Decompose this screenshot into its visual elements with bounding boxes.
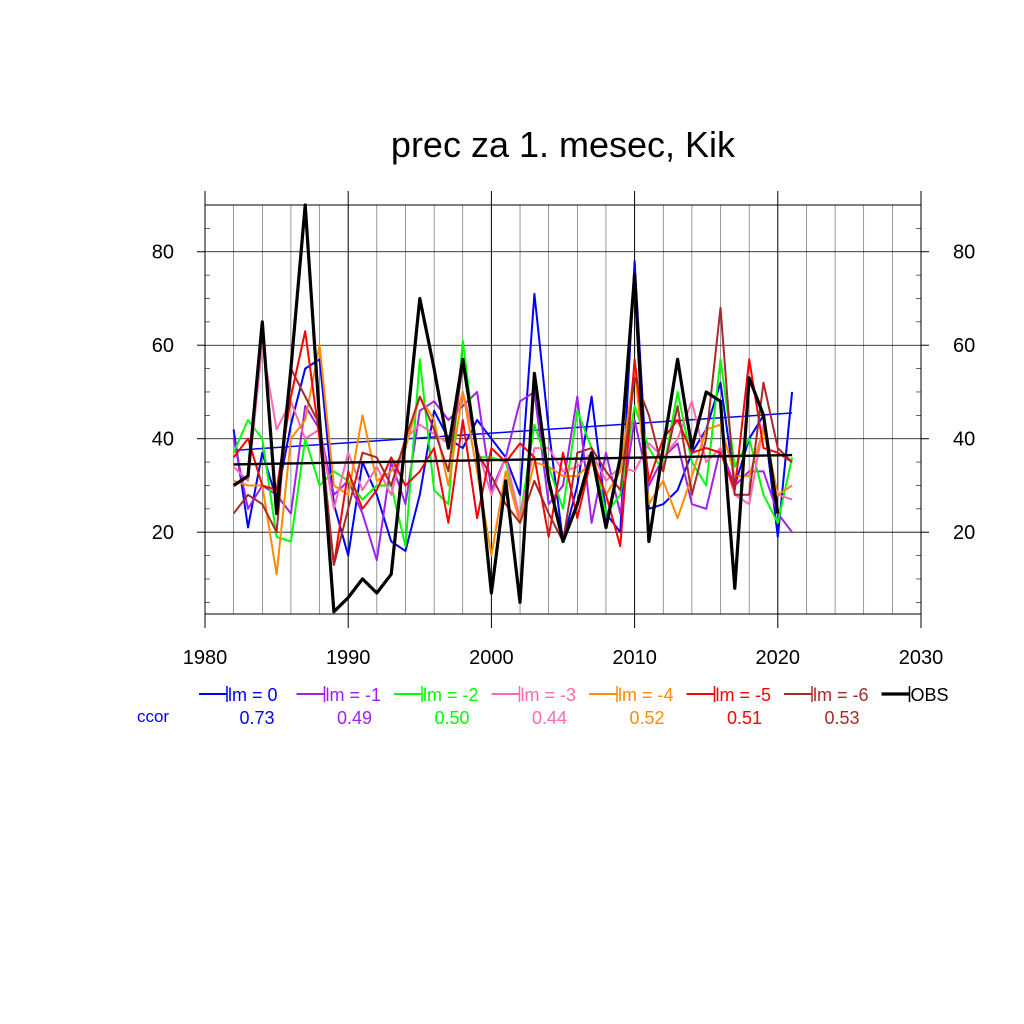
- y-tick-label-left: 60: [152, 335, 174, 357]
- series-group: [232, 203, 794, 614]
- x-tick-label: 2030: [899, 647, 944, 669]
- series-line: [232, 260, 794, 557]
- ccor-value: 0.51: [727, 708, 762, 728]
- ccor-value: 0.50: [434, 708, 469, 728]
- legend-label: lm = -2: [423, 685, 479, 705]
- legend-label: lm = -3: [521, 685, 577, 705]
- y-tick-label-right: 40: [953, 429, 975, 451]
- ccor-value: 0.49: [337, 708, 372, 728]
- legend-label: lm = -5: [716, 685, 772, 705]
- x-tick-label: 1990: [326, 647, 371, 669]
- y-tick-label-right: 80: [953, 242, 975, 264]
- y-tick-label-right: 60: [953, 335, 975, 357]
- y-tick-label-right: 20: [953, 522, 975, 544]
- series-line: [233, 344, 793, 576]
- y-tick-label-left: 20: [152, 522, 174, 544]
- trend-line: [233, 453, 793, 466]
- legend-label: lm = -6: [813, 685, 869, 705]
- series-line: [232, 344, 793, 520]
- plot-frame: [204, 204, 922, 615]
- x-tick-label: 2010: [612, 647, 657, 669]
- x-tick-label: 1980: [183, 647, 228, 669]
- y-tick-label-left: 40: [152, 429, 174, 451]
- ccor-value: 0.53: [824, 708, 859, 728]
- x-tick-label: 2000: [469, 647, 514, 669]
- legend-label: OBS: [911, 685, 949, 705]
- chart-title: prec za 1. mesec, Kik: [391, 124, 736, 165]
- legend-label: lm = 0: [228, 685, 278, 705]
- legend-label: lm = -4: [618, 685, 674, 705]
- ccor-value: 0.52: [629, 708, 664, 728]
- ccor-label: ccor: [137, 707, 169, 726]
- legend: lm = 0 0.73 lm = -1 0.49 lm = -2 0.50 lm = -3 0…: [199, 685, 949, 728]
- series-line: [232, 203, 780, 614]
- ccor-value: 0.44: [532, 708, 567, 728]
- ccor-value: 0.73: [239, 708, 274, 728]
- x-tick-label: 2020: [756, 647, 801, 669]
- legend-label: lm = -1: [326, 685, 382, 705]
- series-line: [232, 306, 793, 566]
- y-tick-label-left: 80: [152, 242, 174, 264]
